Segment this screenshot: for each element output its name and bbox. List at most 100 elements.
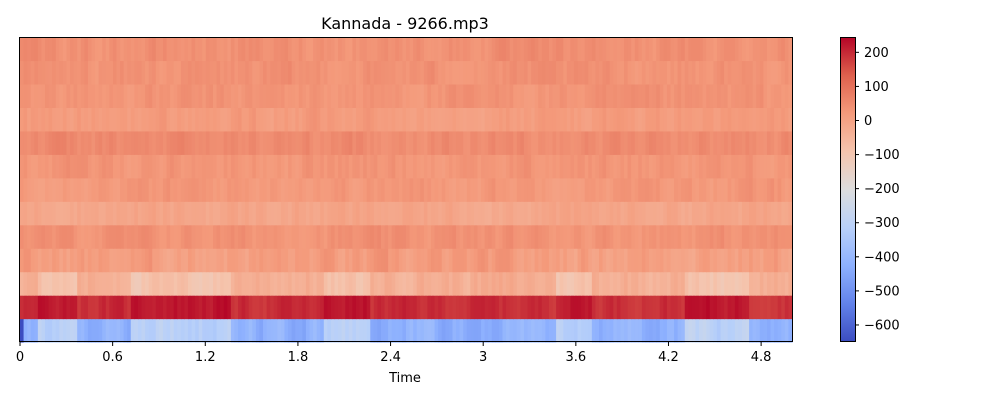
- heatmap-cell: [216, 295, 221, 320]
- heatmap-cell: [338, 201, 343, 226]
- heatmap-cell: [23, 295, 28, 320]
- heatmap-cell: [102, 295, 107, 320]
- heatmap-cell: [588, 201, 593, 226]
- heatmap-cell: [220, 248, 225, 273]
- heatmap-cell: [266, 224, 271, 249]
- heatmap-cell: [241, 83, 246, 108]
- heatmap-cell: [77, 295, 82, 320]
- heatmap-cell: [20, 295, 25, 320]
- heatmap-cell: [373, 271, 378, 296]
- heatmap-cell: [320, 60, 325, 85]
- heatmap-cell: [445, 60, 450, 85]
- heatmap-cell: [62, 130, 68, 155]
- heatmap-cell: [423, 60, 429, 85]
- heatmap-cell: [320, 201, 325, 226]
- heatmap-cell: [788, 177, 793, 202]
- heatmap-cell: [406, 318, 411, 343]
- heatmap-cell: [334, 107, 339, 132]
- heatmap-cell: [559, 60, 564, 85]
- heatmap-cell: [434, 154, 439, 179]
- heatmap-cell: [398, 201, 404, 226]
- heatmap-cell: [566, 130, 571, 155]
- heatmap-cell: [734, 201, 739, 226]
- heatmap-cell: [270, 130, 275, 155]
- heatmap-cell: [388, 83, 393, 108]
- heatmap-cell: [788, 107, 793, 132]
- heatmap-cell: [87, 201, 93, 226]
- heatmap-cell: [734, 107, 739, 132]
- heatmap-cell: [148, 37, 153, 62]
- heatmap-cell: [170, 130, 175, 155]
- heatmap-cell: [491, 271, 496, 296]
- heatmap-cell: [666, 224, 672, 249]
- heatmap-cell: [502, 130, 507, 155]
- heatmap-cell: [548, 154, 554, 179]
- heatmap-cell: [516, 154, 521, 179]
- heatmap-cell: [377, 130, 382, 155]
- heatmap-cell: [427, 224, 432, 249]
- heatmap-cell: [384, 295, 389, 320]
- heatmap-cell: [148, 83, 153, 108]
- heatmap-cell: [87, 60, 93, 85]
- heatmap-cell: [30, 83, 35, 108]
- heatmap-cell: [134, 318, 139, 343]
- heatmap-cell: [323, 271, 328, 296]
- heatmap-cell: [573, 37, 579, 62]
- heatmap-cell: [238, 154, 243, 179]
- heatmap-cell: [416, 83, 421, 108]
- heatmap-cell: [656, 224, 661, 249]
- heatmap-cell: [609, 271, 614, 296]
- heatmap-cell: [534, 154, 539, 179]
- heatmap-cell: [70, 107, 75, 132]
- heatmap-cell: [645, 177, 650, 202]
- heatmap-cell: [388, 224, 393, 249]
- heatmap-cell: [377, 154, 382, 179]
- heatmap-cell: [413, 107, 418, 132]
- heatmap-cell: [241, 318, 246, 343]
- heatmap-cell: [302, 37, 307, 62]
- heatmap-cell: [516, 83, 521, 108]
- x-tick-label: 0: [16, 350, 24, 365]
- heatmap-cell: [187, 154, 193, 179]
- heatmap-cell: [548, 201, 554, 226]
- heatmap-cell: [777, 224, 782, 249]
- heatmap-cell: [102, 248, 107, 273]
- heatmap-cell: [584, 130, 589, 155]
- heatmap-cell: [62, 201, 68, 226]
- heatmap-cell: [413, 177, 418, 202]
- heatmap-cell: [380, 177, 386, 202]
- heatmap-cell: [713, 248, 718, 273]
- heatmap-cell: [270, 83, 275, 108]
- heatmap-cell: [784, 60, 790, 85]
- heatmap-cell: [427, 130, 432, 155]
- heatmap-cell: [788, 154, 793, 179]
- heatmap-cell: [552, 130, 557, 155]
- heatmap-cell: [395, 130, 400, 155]
- heatmap-cell: [691, 60, 697, 85]
- heatmap-cell: [252, 107, 257, 132]
- heatmap-cell: [27, 130, 32, 155]
- heatmap-cell: [456, 224, 461, 249]
- heatmap-cell: [155, 154, 160, 179]
- heatmap-cell: [691, 271, 697, 296]
- heatmap-cell: [230, 295, 236, 320]
- heatmap-cell: [313, 318, 318, 343]
- heatmap-cell: [716, 201, 722, 226]
- heatmap-cell: [270, 154, 275, 179]
- heatmap-cell: [441, 224, 446, 249]
- heatmap-cell: [238, 130, 243, 155]
- heatmap-cell: [613, 201, 618, 226]
- heatmap-cell: [495, 83, 500, 108]
- heatmap-cell: [359, 224, 364, 249]
- heatmap-cell: [774, 271, 779, 296]
- heatmap-cell: [459, 201, 464, 226]
- heatmap-cell: [645, 224, 650, 249]
- heatmap-cell: [684, 154, 689, 179]
- heatmap-cell: [681, 271, 686, 296]
- heatmap-cell: [45, 201, 50, 226]
- heatmap-cell: [395, 295, 400, 320]
- heatmap-cell: [548, 318, 554, 343]
- heatmap-cell: [191, 83, 196, 108]
- heatmap-cell: [223, 271, 228, 296]
- heatmap-cell: [716, 177, 722, 202]
